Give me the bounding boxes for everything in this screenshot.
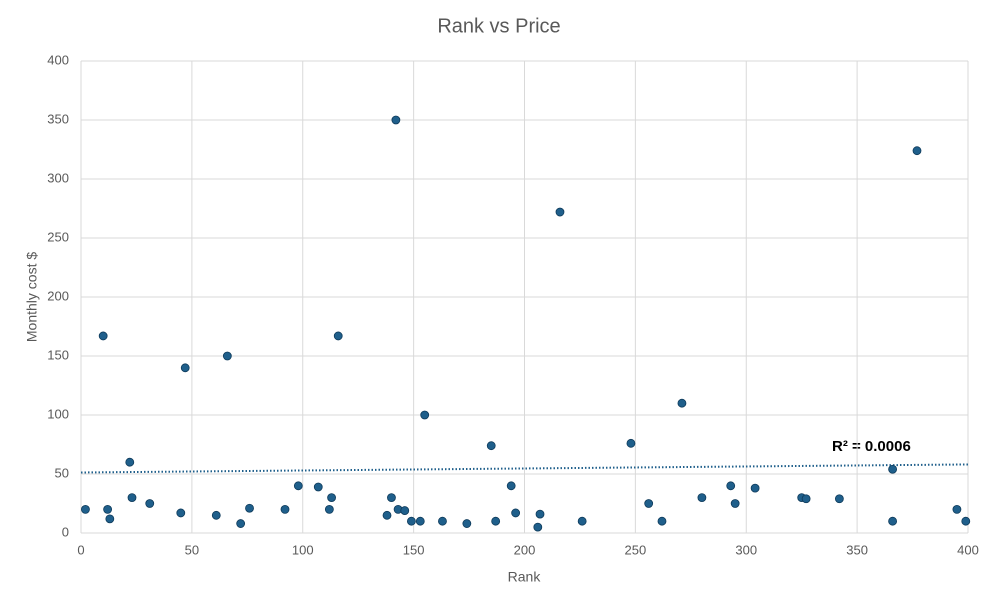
chart-title: Rank vs Price <box>437 15 560 37</box>
point <box>407 516 416 526</box>
x-axis-label: Rank <box>508 569 542 585</box>
point <box>105 514 115 524</box>
point <box>533 522 543 532</box>
point <box>577 516 587 526</box>
point <box>677 398 687 408</box>
x-tick-label: 300 <box>735 542 757 557</box>
point <box>834 494 844 504</box>
point <box>644 499 654 508</box>
y-tick-label: 350 <box>47 111 69 126</box>
point <box>511 508 521 518</box>
point <box>98 331 108 341</box>
point <box>222 351 232 361</box>
point <box>125 457 135 467</box>
y-tick-label: 150 <box>47 347 69 362</box>
y-tick-label: 0 <box>62 524 69 539</box>
x-tick-label: 0 <box>77 542 84 557</box>
x-tick-label: 50 <box>185 542 199 557</box>
point <box>400 506 410 515</box>
point <box>81 504 90 514</box>
point <box>420 410 430 420</box>
point <box>888 516 898 526</box>
y-tick-label: 200 <box>47 288 69 303</box>
r-squared: R² = 0.0006 <box>832 438 911 455</box>
x-tick-label: 250 <box>625 542 647 557</box>
point <box>145 499 155 508</box>
point <box>750 483 760 493</box>
point <box>280 504 290 514</box>
point <box>127 493 137 503</box>
point <box>103 504 113 514</box>
point <box>327 493 336 503</box>
point <box>952 504 962 514</box>
x-tick-label: 400 <box>957 542 979 557</box>
point <box>293 481 303 491</box>
point <box>176 508 186 518</box>
x-tick-label: 150 <box>403 542 425 557</box>
point <box>245 503 254 513</box>
x-tick-label: 350 <box>846 542 868 557</box>
point <box>180 363 190 373</box>
point <box>438 516 447 526</box>
point <box>236 519 246 528</box>
point <box>961 516 971 526</box>
point <box>657 516 667 526</box>
y-tick-label: 100 <box>47 406 69 421</box>
point <box>313 482 323 492</box>
point <box>387 493 396 503</box>
point <box>324 504 334 514</box>
point <box>486 441 496 451</box>
trendline <box>80 463 969 474</box>
y-tick-label: 250 <box>47 229 69 244</box>
point <box>491 516 501 526</box>
point <box>211 510 221 520</box>
point <box>506 481 516 491</box>
x-tick-label: 100 <box>292 542 314 557</box>
point <box>462 519 472 528</box>
point <box>382 510 392 520</box>
point <box>415 516 425 526</box>
point <box>726 481 736 491</box>
y-axis-label: Monthly cost $ <box>24 252 40 342</box>
y-tick-label: 400 <box>47 52 69 67</box>
point <box>333 331 343 341</box>
point <box>730 499 740 508</box>
point <box>801 494 811 504</box>
x-tick-label: 200 <box>514 542 536 557</box>
point <box>697 493 707 503</box>
point <box>555 207 565 217</box>
point <box>888 464 898 474</box>
point <box>626 438 636 448</box>
y-tick-label: 300 <box>47 170 69 185</box>
y-tick-label: 50 <box>55 465 69 480</box>
point <box>912 146 922 156</box>
point <box>535 509 545 519</box>
point <box>391 115 401 125</box>
